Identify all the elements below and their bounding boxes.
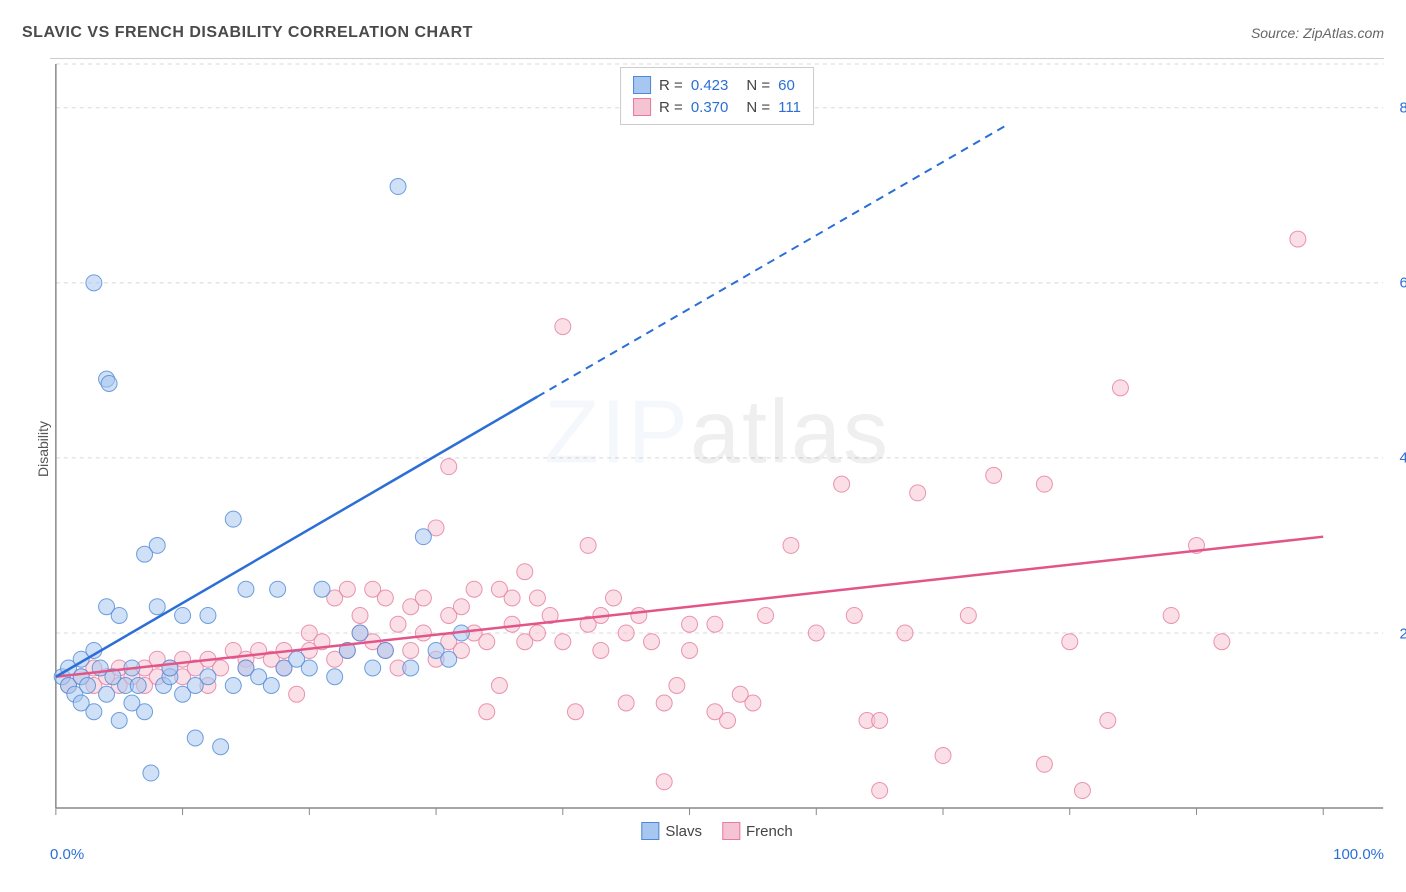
legend-label-slavs: Slavs — [665, 823, 702, 840]
y-tick-label: 80.0% — [1399, 99, 1406, 116]
stat-label-r: R = — [659, 99, 683, 116]
legend-item-slavs: Slavs — [641, 822, 702, 840]
legend-stats-box: R = 0.423 N = 60 R = 0.370 N = 111 — [620, 67, 814, 125]
scatter-plot — [50, 59, 1384, 838]
legend-item-french: French — [722, 822, 793, 840]
source-attribution: Source: ZipAtlas.com — [1251, 25, 1384, 41]
x-axis-min-label: 0.0% — [50, 846, 84, 863]
swatch-french — [722, 822, 740, 840]
french-r-value: 0.370 — [691, 99, 729, 116]
y-axis-label: Disability — [35, 420, 51, 476]
slavs-r-value: 0.423 — [691, 77, 729, 94]
legend-stats-row-slavs: R = 0.423 N = 60 — [633, 74, 801, 96]
y-tick-label: 40.0% — [1399, 450, 1406, 467]
slavs-n-value: 60 — [778, 77, 795, 94]
stat-label-r: R = — [659, 77, 683, 94]
french-n-value: 111 — [778, 99, 801, 116]
y-tick-label: 20.0% — [1399, 625, 1406, 642]
legend-label-french: French — [746, 823, 793, 840]
x-axis-max-label: 100.0% — [1333, 846, 1384, 863]
stat-label-n: N = — [746, 99, 770, 116]
legend-bottom: Slavs French — [641, 822, 792, 840]
swatch-slavs — [633, 76, 651, 94]
y-tick-label: 60.0% — [1399, 275, 1406, 292]
chart-title: SLAVIC VS FRENCH DISABILITY CORRELATION … — [22, 24, 473, 42]
swatch-french — [633, 98, 651, 116]
swatch-slavs — [641, 822, 659, 840]
stat-label-n: N = — [746, 77, 770, 94]
legend-stats-row-french: R = 0.370 N = 111 — [633, 96, 801, 118]
header-bar: SLAVIC VS FRENCH DISABILITY CORRELATION … — [22, 18, 1384, 48]
chart-container: Disability ZIPatlas R = 0.423 N = 60 R =… — [50, 58, 1384, 838]
